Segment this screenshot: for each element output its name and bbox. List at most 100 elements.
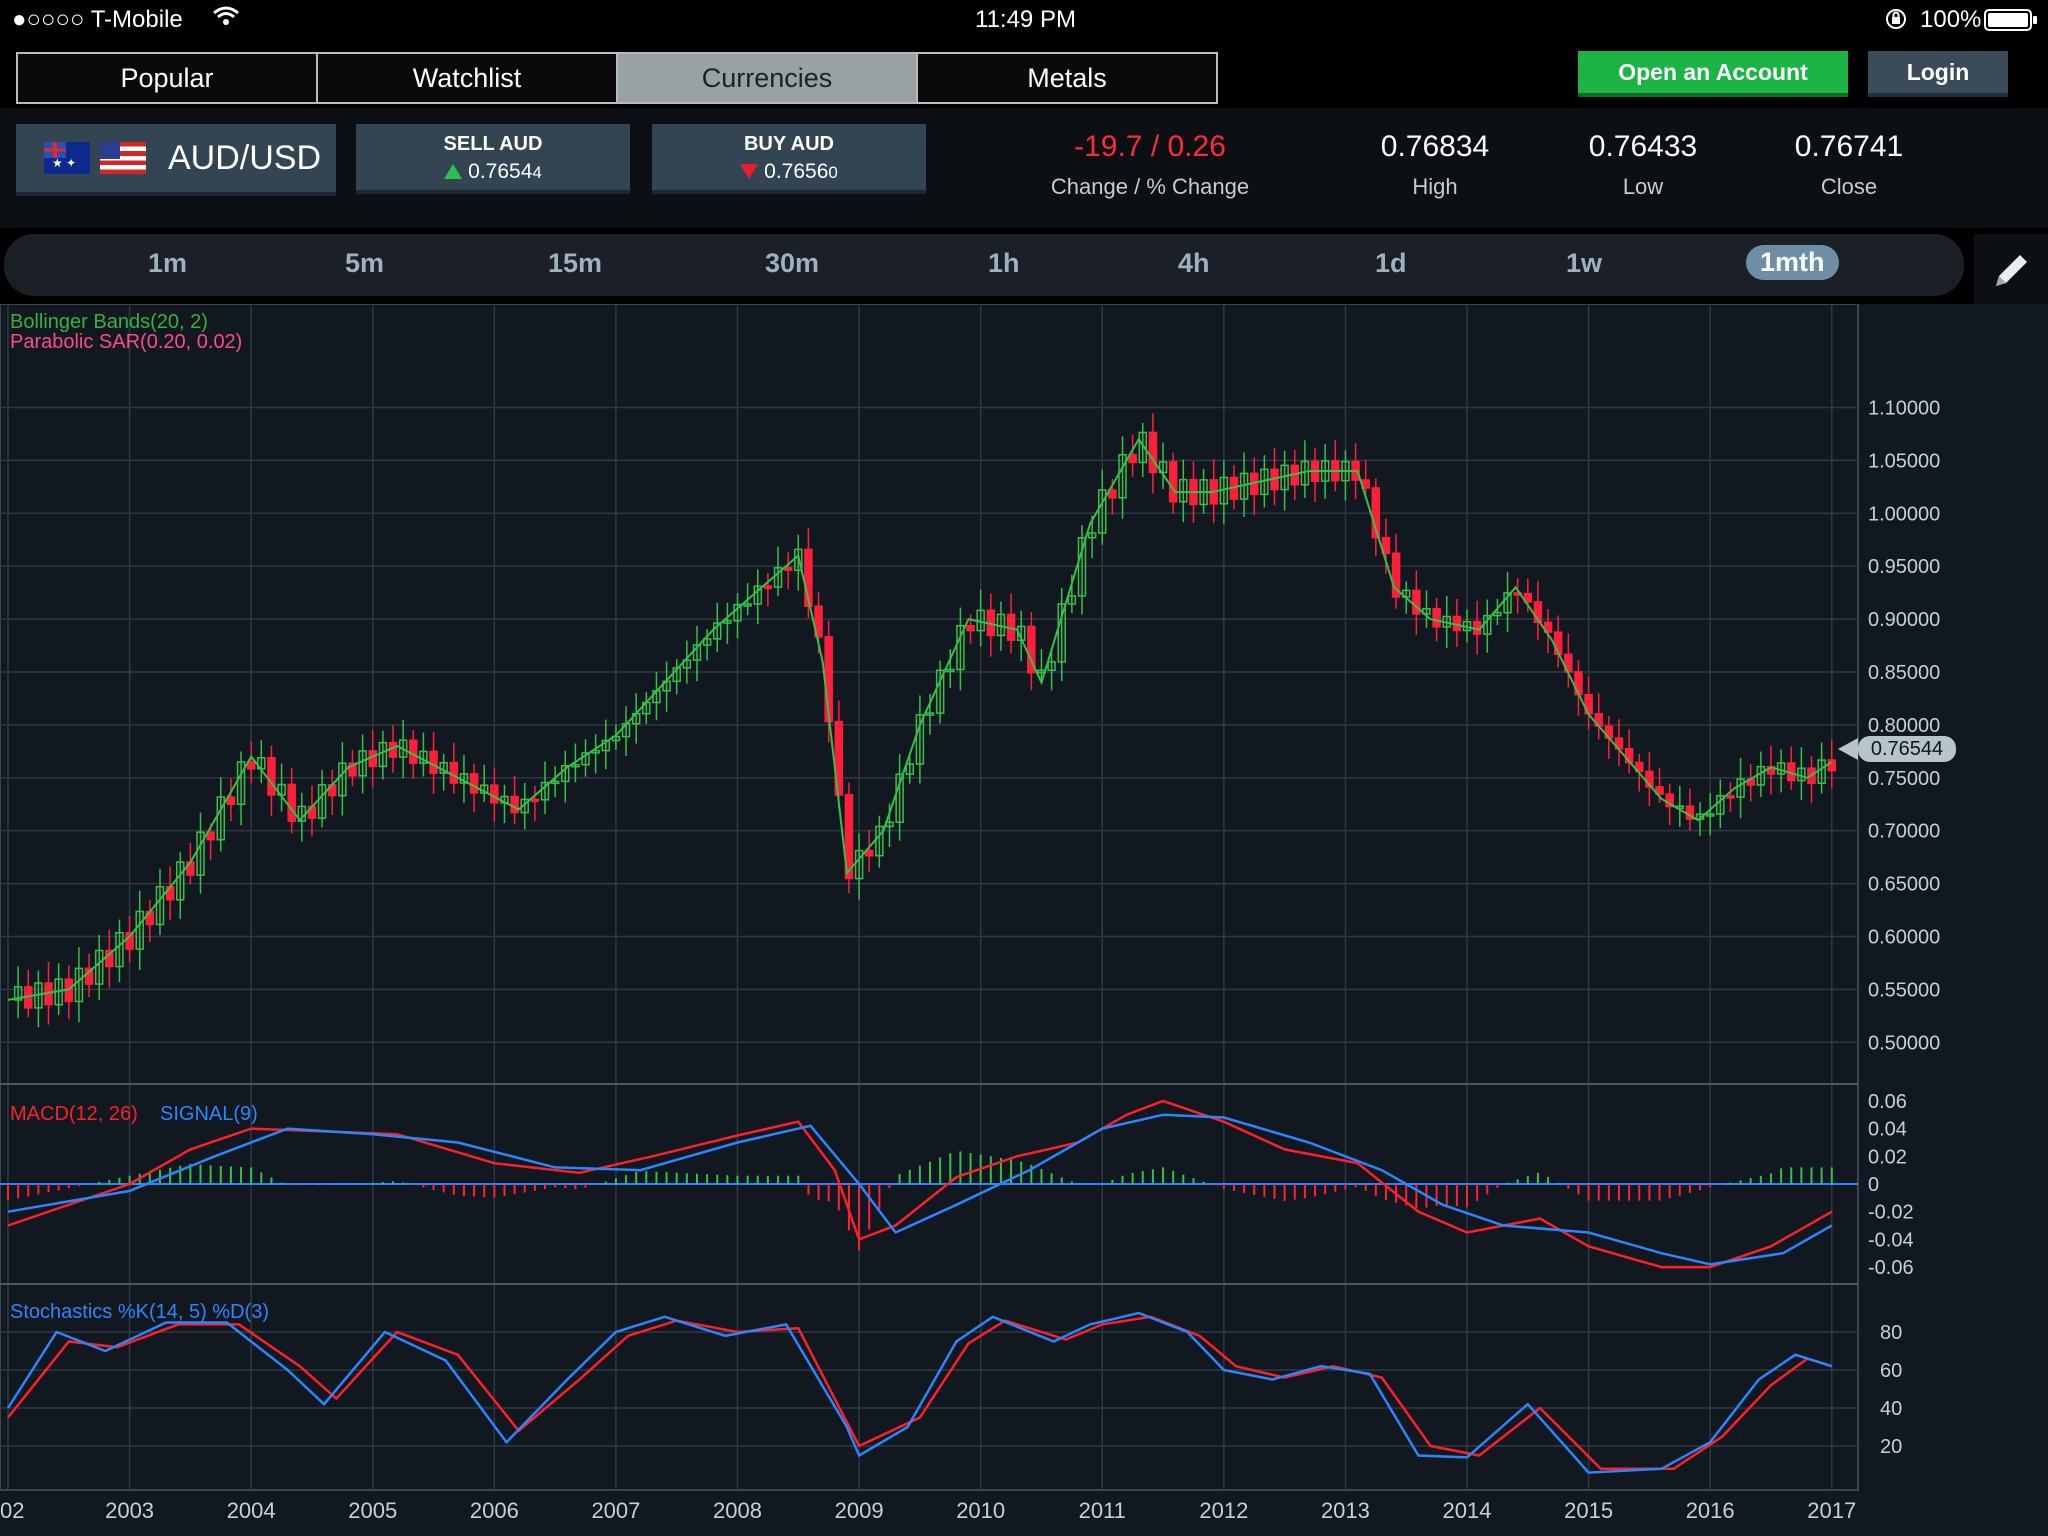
candle-body	[246, 761, 256, 770]
candle-body	[1118, 453, 1127, 499]
low-value: 0.76433	[1588, 130, 1698, 163]
candle-body	[1635, 761, 1644, 773]
candle-body	[317, 784, 327, 819]
buy-button[interactable]: BUY AUD 0.76560	[652, 124, 926, 190]
price-tick-label: 1.05000	[1868, 450, 1940, 472]
time-tick-label: 2014	[1443, 1498, 1492, 1523]
instrument-selector[interactable]: AUD/USD	[16, 124, 336, 192]
pencil-icon[interactable]	[1990, 248, 2034, 292]
signal-line	[7, 1113, 1833, 1266]
price-tick-label: 0.50000	[1868, 1032, 1940, 1054]
time-tick-label: 2006	[470, 1498, 519, 1523]
macd-axis: 0.06 0.04 0.02 0 -0.02 -0.04 -0.06	[0, 1091, 1914, 1279]
time-tick-label: 2012	[1199, 1498, 1248, 1523]
time-tick-label: 2009	[835, 1498, 884, 1523]
candle-body	[682, 659, 692, 669]
candle-body	[1574, 671, 1583, 696]
tab-currencies[interactable]: Currencies	[618, 54, 918, 102]
change-label: Change / % Change	[1050, 174, 1250, 199]
candle-body	[561, 764, 570, 783]
price-tick-label: 0.70000	[1868, 821, 1940, 843]
current-price-label: 0.76544	[1871, 738, 1943, 760]
close-label: Close	[1820, 174, 1878, 199]
candle-body	[1391, 552, 1401, 598]
open-account-button[interactable]: Open an Account	[1578, 51, 1848, 93]
candle-body	[1523, 592, 1533, 603]
candle-body	[1705, 813, 1715, 817]
stoch-d-line	[7, 1315, 1833, 1471]
candle-body	[1057, 603, 1066, 663]
clock-text: 11:49 PM	[975, 6, 1076, 33]
candle-body	[1087, 532, 1097, 539]
candle-body	[490, 784, 499, 804]
wifi-icon	[212, 4, 240, 35]
candle-body	[804, 548, 813, 607]
time-tick-label: 2005	[348, 1498, 397, 1523]
price-tick-label: 1.00000	[1868, 503, 1940, 525]
candle-body	[1432, 607, 1441, 628]
candle-body	[449, 761, 459, 784]
time-tick-label: 2015	[1564, 1498, 1613, 1523]
price-tick-label: 0.80000	[1868, 715, 1940, 737]
timeframe-15m[interactable]: 15m	[548, 248, 603, 278]
candle-body	[530, 798, 540, 803]
arrow-up-icon	[444, 164, 463, 179]
market-category-tabs: Popular Watchlist Currencies Metals	[16, 52, 1218, 104]
sell-price: 0.7654	[468, 160, 533, 183]
timeframe-30m[interactable]: 30m	[765, 248, 820, 278]
candle-body	[540, 781, 550, 801]
tab-popular[interactable]: Popular	[18, 54, 318, 102]
price-chart[interactable]: 1.10000 1.05000 1.00000 0.95000 0.90000 0.850…	[0, 304, 2048, 1536]
candle-body	[1543, 621, 1553, 633]
timeframe-1mth[interactable]: 1mth	[1746, 245, 1839, 280]
timeframe-1d[interactable]: 1d	[1375, 248, 1407, 278]
status-bar: ●○○○○ T-Mobile 11:49 PM 100%	[0, 0, 2048, 40]
close-line	[7, 437, 1833, 1001]
candle-body	[844, 794, 854, 880]
candle-body	[1665, 793, 1674, 808]
sell-button[interactable]: SELL AUD 0.76544	[356, 124, 630, 190]
stochastics-axis: 80 60 40 20	[0, 1322, 1902, 1458]
candle-body	[712, 622, 722, 640]
high-label: High	[1412, 174, 1458, 199]
price-tick-label: 0.75000	[1868, 768, 1940, 790]
signal-label: SIGNAL(9)	[160, 1103, 258, 1125]
candle-body	[956, 624, 965, 671]
candle-body	[1047, 661, 1056, 672]
candle-body	[1412, 589, 1421, 615]
candle-body	[236, 761, 246, 806]
macd-tick-label: -0.06	[1868, 1257, 1914, 1279]
tab-watchlist[interactable]: Watchlist	[318, 54, 618, 102]
candle-body	[1645, 770, 1654, 788]
sar-label: Parabolic SAR(0.20, 0.02)	[10, 331, 242, 353]
candle-body	[935, 669, 945, 714]
timeframe-4h[interactable]: 4h	[1178, 248, 1210, 278]
candle-body	[409, 739, 418, 764]
timeframe-1h[interactable]: 1h	[988, 248, 1020, 278]
time-tick-label: 2011	[1079, 1498, 1126, 1523]
stoch-tick-label: 80	[1880, 1322, 1902, 1344]
candle-body	[216, 796, 226, 841]
candle-body	[125, 931, 134, 950]
timeframe-1m[interactable]: 1m	[148, 248, 188, 278]
candle-body	[287, 783, 296, 822]
bollinger-label: Bollinger Bands(20, 2)	[10, 311, 208, 333]
candle-body	[814, 605, 823, 638]
candle-body	[1493, 611, 1502, 617]
close-stat: 0.76741 Close	[1744, 130, 1954, 200]
time-axis: 02 2003 2004 2005 2006 2007 2008 2009 2010 2011 20…	[0, 1498, 1856, 1523]
timeframe-5m[interactable]: 5m	[345, 248, 385, 278]
candle-body	[1726, 795, 1735, 799]
login-button[interactable]: Login	[1868, 51, 2008, 93]
candle-body	[348, 762, 357, 777]
time-tick-label: 2010	[956, 1498, 1005, 1523]
sell-label: SELL AUD	[443, 133, 543, 155]
macd-tick-label: 0.04	[1868, 1119, 1907, 1141]
timeframe-1w[interactable]: 1w	[1566, 248, 1603, 278]
australia-flag-icon	[44, 142, 90, 174]
orientation-lock-icon	[1884, 7, 1908, 38]
tab-metals[interactable]: Metals	[918, 54, 1216, 102]
buy-price-pip: 0	[828, 163, 838, 182]
time-tick-label: 2013	[1321, 1498, 1370, 1523]
candlesticks	[13, 413, 1837, 1028]
